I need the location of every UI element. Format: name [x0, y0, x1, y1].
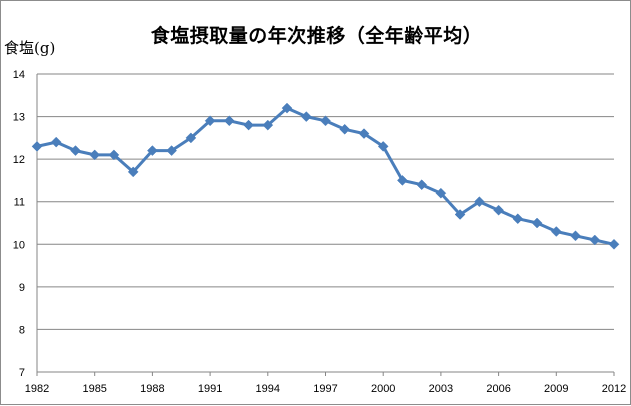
- x-tick-label: 1991: [198, 383, 222, 395]
- y-tick-label: 8: [19, 324, 25, 336]
- data-point-marker: [512, 213, 524, 225]
- series-line: [36, 106, 615, 246]
- x-tick-label: 2000: [371, 383, 395, 395]
- data-point-marker: [166, 145, 177, 156]
- data-point-marker: [204, 115, 216, 127]
- data-point-marker: [127, 166, 139, 178]
- data-point-marker: [243, 119, 254, 131]
- data-point-marker: [300, 111, 312, 122]
- data-point-marker: [589, 234, 601, 246]
- data-point-marker: [608, 238, 620, 250]
- data-point-marker: [358, 128, 370, 139]
- data-point-marker: [108, 149, 120, 161]
- y-tick-label: 7: [19, 367, 25, 379]
- data-point-marker: [531, 217, 543, 229]
- data-point-marker: [397, 175, 408, 186]
- x-tick-label: 1988: [140, 383, 164, 395]
- data-point-marker: [50, 136, 62, 148]
- data-point-marker: [493, 204, 504, 216]
- data-point-marker: [377, 141, 389, 152]
- x-tick-label: 2006: [486, 383, 510, 395]
- x-tick-label: 2009: [544, 383, 568, 395]
- y-tick-label: 12: [13, 154, 25, 166]
- data-point-marker: [185, 132, 197, 144]
- chart-title: 食塩摂取量の年次推移（全年齢平均）: [150, 25, 483, 47]
- y-tick-label: 13: [13, 112, 25, 124]
- x-tick-label: 1982: [25, 383, 49, 395]
- data-point-marker: [570, 230, 581, 242]
- data-point-marker: [223, 115, 235, 127]
- x-tick-label: 2003: [429, 383, 453, 395]
- y-tick-label: 11: [14, 197, 25, 209]
- data-point-marker: [70, 145, 81, 156]
- data-point-marker: [320, 115, 331, 127]
- y-tick-label: 14: [13, 69, 25, 81]
- data-point-marker: [454, 209, 466, 220]
- data-point-marker: [147, 145, 158, 156]
- x-tick-label: 1985: [82, 383, 106, 395]
- data-point-marker: [89, 149, 101, 161]
- x-tick-label: 1997: [313, 383, 337, 395]
- data-point-marker: [31, 141, 43, 152]
- x-tick-label: 1994: [256, 383, 280, 395]
- data-point-marker: [474, 196, 485, 208]
- data-point-marker: [262, 119, 274, 131]
- y-axis-label: 食塩(g): [4, 39, 56, 57]
- y-tick-label: 9: [19, 282, 25, 294]
- data-point-marker: [339, 123, 351, 135]
- data-point-marker: [435, 187, 447, 199]
- data-point-marker: [416, 179, 428, 191]
- data-point-marker: [281, 102, 293, 114]
- data-point-marker: [550, 226, 562, 237]
- y-tick-label: 10: [13, 239, 25, 251]
- x-tick-label: 2012: [602, 383, 626, 395]
